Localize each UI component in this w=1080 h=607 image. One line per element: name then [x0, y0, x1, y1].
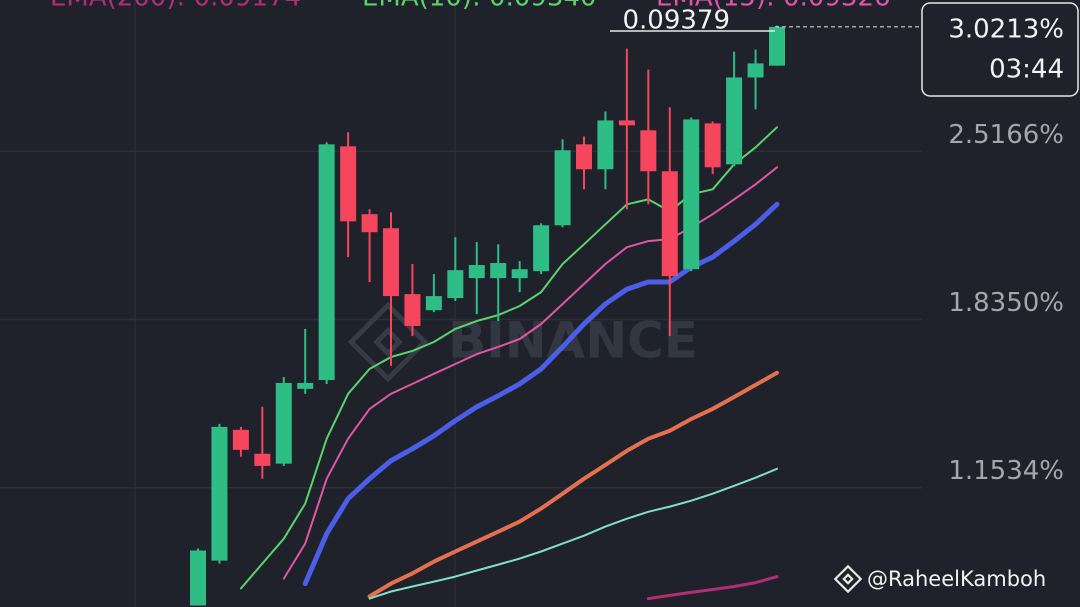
candle-body	[211, 426, 228, 561]
grid	[0, 150, 922, 489]
candle-body	[747, 63, 764, 78]
candle-body	[726, 77, 743, 165]
credit: @RaheelKamboh	[833, 564, 1046, 594]
candle-body	[232, 429, 249, 450]
candle-body	[425, 296, 442, 311]
y-tick-label: 2.5166%	[948, 120, 1064, 150]
candle-body	[640, 130, 657, 172]
candle-body	[361, 214, 378, 233]
current-price-label: 3.0213%	[948, 15, 1064, 45]
candle-body	[490, 263, 507, 279]
candle-body	[340, 146, 357, 222]
ema-line	[646, 575, 779, 601]
candle-body	[576, 144, 592, 170]
y-tick-label: 1.1534%	[948, 456, 1064, 486]
y-axis: 2.5166% 1.8350% 1.1534%	[775, 26, 1064, 486]
watermark: BINANCE	[347, 301, 698, 383]
candle-body	[190, 550, 206, 606]
y-tick-label: 1.8350%	[948, 288, 1064, 318]
candle-body	[275, 382, 292, 464]
current-price-box	[921, 2, 1079, 97]
candle-body	[383, 228, 399, 297]
legend: EMA(200): 0.09174 EMA(10): 0.09340 EMA(15)…	[50, 0, 891, 13]
candle-body	[683, 119, 700, 270]
credit-text: @RaheelKamboh	[867, 567, 1046, 591]
countdown: 03:44	[989, 55, 1064, 85]
legend-entry: EMA(200): 0.09174	[50, 0, 301, 13]
candle-body	[254, 453, 271, 466]
candle-body	[533, 225, 550, 272]
candle-body	[554, 150, 571, 226]
candle-body	[769, 26, 785, 66]
candle-body	[704, 123, 721, 168]
candle-body	[618, 120, 635, 126]
ema-line	[368, 467, 778, 600]
legend-entry: EMA(10): 0.09340	[362, 0, 597, 13]
candle-body	[318, 144, 335, 380]
candle-body	[447, 270, 464, 299]
candle-body	[297, 382, 314, 389]
candles	[190, 25, 785, 606]
candle-body	[511, 269, 528, 279]
watermark-text: BINANCE	[448, 312, 698, 370]
ema-line	[367, 370, 779, 599]
candle-body	[661, 171, 678, 277]
candle-body	[468, 265, 485, 279]
candle-body	[597, 120, 614, 170]
candle-body	[404, 294, 421, 326]
credit-logo	[833, 564, 863, 594]
price-label: 0.09379	[622, 6, 730, 36]
legend-entry: EMA(15): 0.09326	[656, 0, 891, 13]
